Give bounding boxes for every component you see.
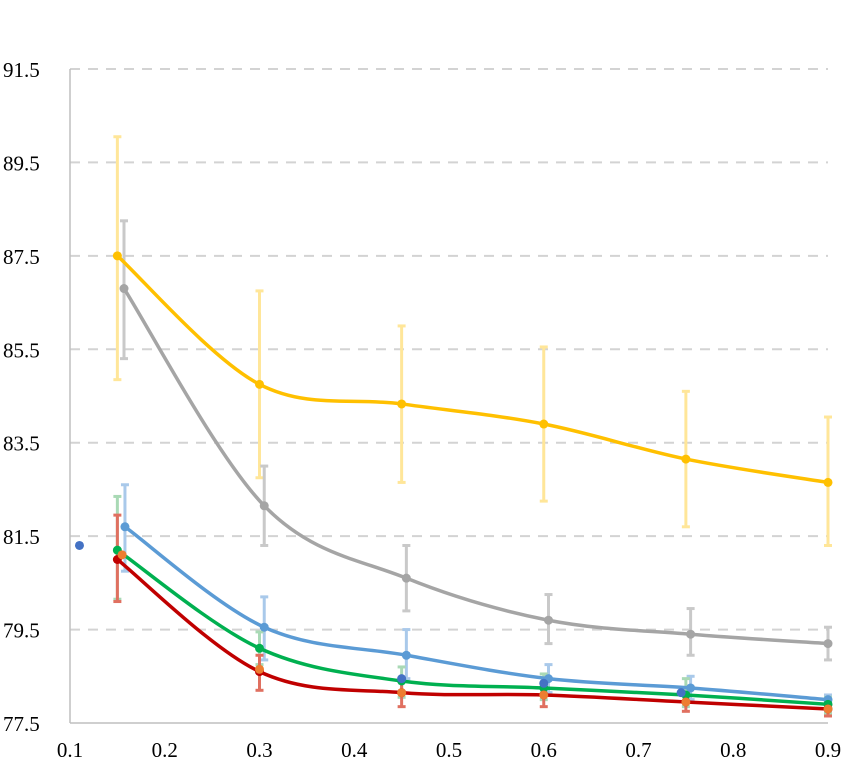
- series-5: [74, 540, 686, 698]
- series-line: [116, 558, 829, 711]
- error-bars-1: [120, 219, 832, 662]
- data-point: [255, 379, 264, 389]
- series-1: [119, 284, 833, 649]
- y-tick-label: 91.5: [3, 58, 40, 82]
- series-6: [117, 550, 833, 714]
- data-point: [397, 674, 407, 684]
- y-tick-label: 79.5: [3, 619, 40, 643]
- data-point: [543, 615, 553, 625]
- series-line: [116, 254, 829, 485]
- series-3: [112, 545, 833, 709]
- x-tick-label: 0.7: [625, 738, 651, 762]
- x-tick-label: 0.6: [531, 738, 557, 762]
- data-point: [259, 622, 269, 632]
- data-point: [117, 550, 127, 560]
- data-point: [823, 477, 833, 487]
- x-tick-label: 0.8: [720, 738, 746, 762]
- series-layer: [74, 135, 833, 718]
- data-point: [681, 697, 691, 707]
- x-tick-label: 0.4: [341, 738, 368, 762]
- error-bars-3: [113, 494, 832, 716]
- x-tick-label: 0.2: [152, 738, 178, 762]
- data-point: [823, 639, 833, 649]
- data-point: [259, 501, 269, 511]
- data-point: [112, 251, 122, 261]
- data-point: [397, 688, 407, 698]
- data-point: [401, 650, 411, 660]
- data-point: [686, 683, 696, 693]
- data-point: [681, 454, 691, 464]
- data-point: [255, 664, 264, 674]
- series-0: [112, 251, 833, 487]
- x-tick-label: 0.3: [246, 738, 272, 762]
- data-point: [539, 690, 549, 700]
- data-point: [74, 540, 84, 550]
- data-point: [397, 399, 407, 409]
- grid-lines: [70, 68, 828, 631]
- series-line: [123, 525, 829, 702]
- y-axis: 77.5 79.5 81.5 83.5 85.5 87.5 89.5 91.5: [3, 58, 71, 736]
- data-point: [539, 419, 549, 429]
- data-point: [401, 573, 411, 583]
- data-point: [539, 678, 549, 688]
- data-point: [676, 688, 686, 698]
- y-tick-label: 89.5: [3, 151, 40, 175]
- data-point: [255, 643, 264, 653]
- y-tick-label: 85.5: [3, 338, 40, 362]
- x-tick-label: 0.9: [815, 738, 841, 762]
- error-bars-2: [120, 483, 832, 713]
- series-2: [120, 522, 833, 705]
- y-tick-label: 87.5: [3, 245, 40, 269]
- y-tick-label: 81.5: [3, 525, 40, 549]
- x-tick-label: 0.1: [57, 738, 83, 762]
- data-point: [120, 522, 130, 532]
- data-point: [119, 284, 129, 294]
- data-point: [686, 629, 696, 639]
- x-tick-label: 0.5: [436, 738, 462, 762]
- x-axis: 0.1 0.2 0.3 0.4 0.5 0.6 0.7 0.8 0.9: [57, 722, 841, 762]
- series-line: [116, 548, 829, 707]
- data-point: [823, 704, 833, 714]
- y-tick-label: 83.5: [3, 432, 40, 456]
- y-tick-label: 77.5: [3, 712, 40, 736]
- error-bars-0: [113, 135, 832, 547]
